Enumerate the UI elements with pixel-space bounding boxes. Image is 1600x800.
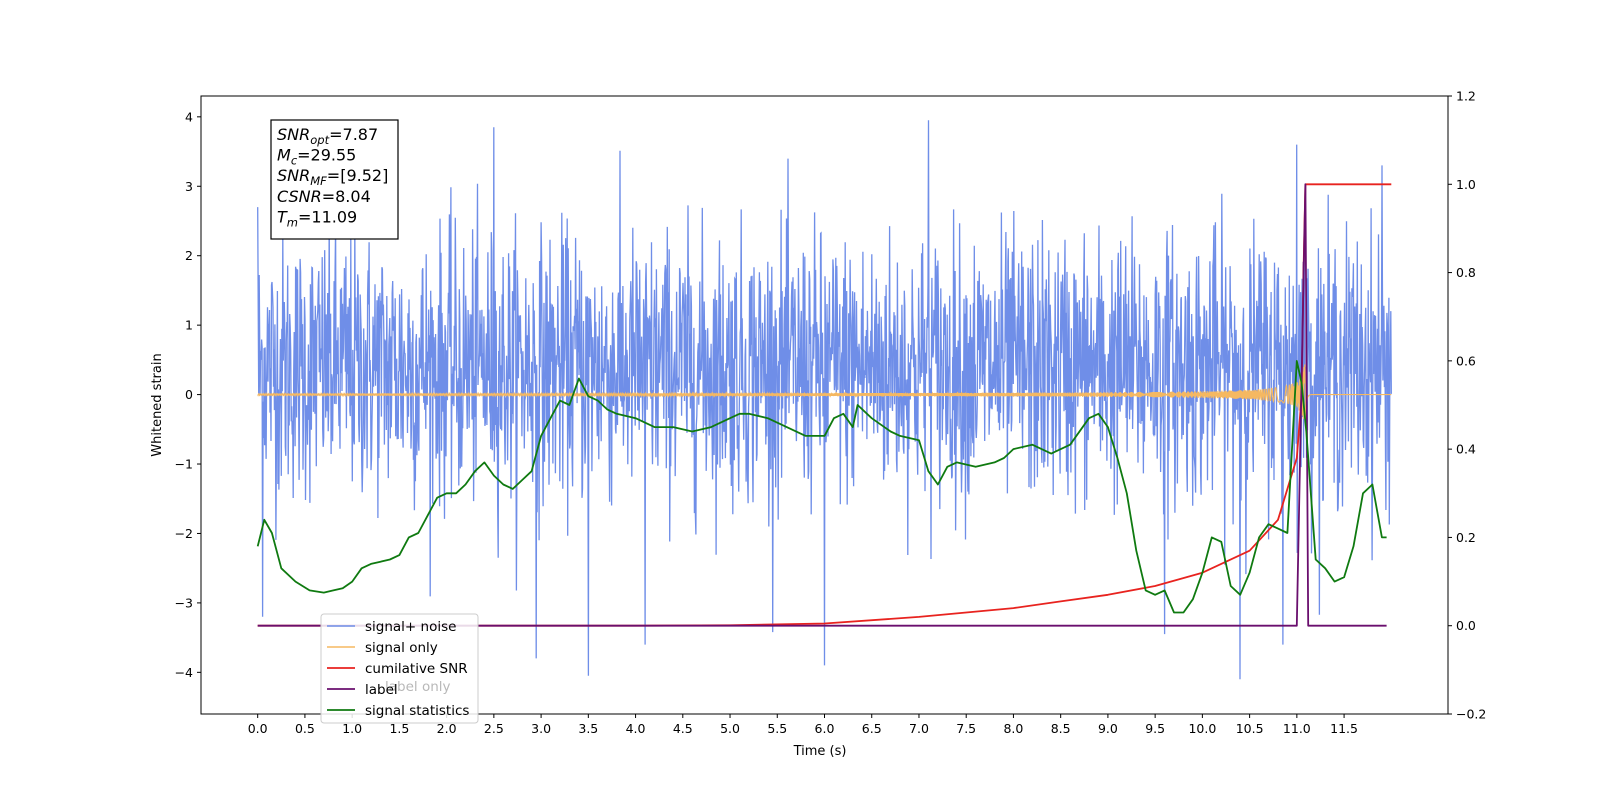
y-tick-label: −3 <box>175 595 193 610</box>
y-tick-label: 0 <box>185 387 193 402</box>
series-signal-noise <box>257 120 1392 680</box>
annotation-box: SNRopt=7.87Mc=29.55SNRMF=[9.52]CSNR=8.04… <box>270 119 399 240</box>
annotation-symbol: M <box>277 146 291 165</box>
annotation-line: Tm=11.09 <box>277 207 357 229</box>
x-tick-label: 1.5 <box>389 721 409 736</box>
annotation-line: SNRopt=7.87 <box>277 125 378 147</box>
annotation-subscript: m <box>287 215 298 229</box>
annotation-symbol: T <box>277 207 288 226</box>
x-axis-label: Time (s) <box>793 744 847 759</box>
series-layer <box>256 120 1392 680</box>
y-axis-label: Whitened strain <box>150 353 165 456</box>
x-tick-label: 9.0 <box>1098 721 1118 736</box>
legend-hidden-entry: label only <box>385 679 451 695</box>
annotation-line: CSNR=8.04 <box>277 187 371 206</box>
y-tick-label: −4 <box>175 665 193 680</box>
x-tick-label: 9.5 <box>1145 721 1165 736</box>
x-tick-label: 10.5 <box>1236 721 1264 736</box>
annotation-subscript: MF <box>310 174 327 188</box>
annotation-symbol: SNR <box>277 125 310 144</box>
y2-tick-label: 0.6 <box>1456 353 1476 368</box>
y2-tick-label: 1.2 <box>1456 89 1476 104</box>
annotation-frame <box>270 119 399 240</box>
y-tick-label: −2 <box>175 526 193 541</box>
y-tick-label: 4 <box>185 109 193 124</box>
x-tick-label: 8.5 <box>1051 721 1071 736</box>
annotation-symbol: CSNR <box>277 187 322 206</box>
y2-tick-label: 1.0 <box>1456 177 1476 192</box>
x-tick-label: 0.0 <box>248 721 268 736</box>
x-tick-label: 7.5 <box>956 721 976 736</box>
annotation-line: Mc=29.55 <box>277 146 356 168</box>
x-tick-label: 5.0 <box>720 721 740 736</box>
x-tick-label: 1.0 <box>342 721 362 736</box>
y2-tick-label: 0.0 <box>1456 618 1476 633</box>
annotation-symbol: SNR <box>277 166 310 185</box>
annotation-subscript: c <box>291 154 298 168</box>
x-axis: 0.0 0.5 1.0 1.5 2.0 2.5 3.0 3.5 4.0 4.5 5.0 5.5 6.0 6… <box>248 714 1358 736</box>
x-tick-label: 0.5 <box>295 721 315 736</box>
x-tick-label: 3.5 <box>578 721 598 736</box>
x-tick-label: 10.0 <box>1188 721 1216 736</box>
x-tick-label: 4.5 <box>673 721 693 736</box>
legend-label: signal statistics <box>365 703 469 719</box>
series-label <box>257 183 1387 627</box>
y2-tick-label: 0.2 <box>1456 530 1476 545</box>
y-tick-label: 2 <box>185 248 193 263</box>
x-tick-label: 2.5 <box>484 721 504 736</box>
y2-tick-label: −0.2 <box>1456 707 1486 722</box>
annotation-line: SNRMF=[9.52] <box>277 166 388 188</box>
y-axis-right: 1.2 1.0 0.8 0.6 0.4 0.2 0.0 −0.2 <box>1448 89 1486 722</box>
annotation-value: =[9.52] <box>327 166 389 185</box>
legend-label: cumilative SNR <box>365 661 468 677</box>
x-tick-label: 4.0 <box>626 721 646 736</box>
series-signal-statistics <box>256 360 1387 614</box>
x-tick-label: 11.0 <box>1283 721 1311 736</box>
legend-frame <box>320 613 479 724</box>
x-tick-label: 5.5 <box>767 721 787 736</box>
annotation-subscript: opt <box>310 133 329 147</box>
y-tick-label: 3 <box>185 179 193 194</box>
annotation-value: =29.55 <box>297 146 356 165</box>
legend-label: signal only <box>365 640 438 656</box>
y-tick-label: −1 <box>175 457 193 472</box>
y2-tick-label: 0.8 <box>1456 265 1476 280</box>
x-tick-label: 8.0 <box>1003 721 1023 736</box>
series-signal-only <box>257 364 1392 426</box>
y-axis-left: 4 3 2 1 0 −1 −2 −3 −4 <box>175 109 201 680</box>
x-tick-label: 11.5 <box>1330 721 1358 736</box>
y-tick-label: 1 <box>185 318 193 333</box>
y2-tick-label: 0.4 <box>1456 442 1476 457</box>
x-tick-label: 7.0 <box>909 721 929 736</box>
legend-label: signal+ noise <box>365 619 456 635</box>
annotation-value: =8.04 <box>322 187 371 206</box>
plot-area <box>256 120 1392 680</box>
annotation-value: =11.09 <box>298 207 357 226</box>
annotation-value: =7.87 <box>329 125 378 144</box>
x-tick-label: 6.5 <box>862 721 882 736</box>
x-tick-label: 2.0 <box>437 721 457 736</box>
legend-label: label <box>365 682 398 698</box>
x-tick-label: 6.0 <box>815 721 835 736</box>
legend: label only signal+ noise signal only cumila… <box>320 613 479 724</box>
x-tick-label: 3.0 <box>531 721 551 736</box>
